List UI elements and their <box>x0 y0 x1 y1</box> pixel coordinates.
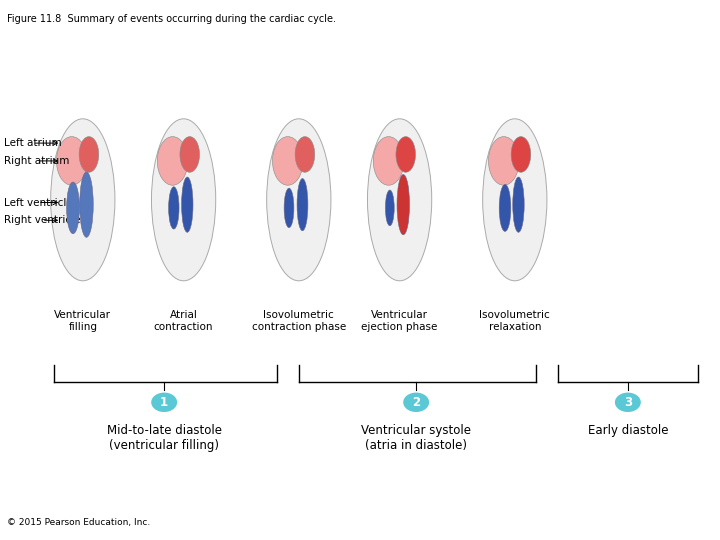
Ellipse shape <box>151 119 216 281</box>
Circle shape <box>151 393 177 412</box>
Text: Figure 11.8  Summary of events occurring during the cardiac cycle.: Figure 11.8 Summary of events occurring … <box>7 14 336 24</box>
Text: Right atrium: Right atrium <box>4 156 69 166</box>
Ellipse shape <box>181 177 193 232</box>
Ellipse shape <box>80 172 93 237</box>
Ellipse shape <box>373 137 404 185</box>
Ellipse shape <box>295 137 315 172</box>
Text: © 2015 Pearson Education, Inc.: © 2015 Pearson Education, Inc. <box>7 517 150 526</box>
Ellipse shape <box>168 187 179 229</box>
Text: Ventricular
filling: Ventricular filling <box>54 310 112 332</box>
Circle shape <box>615 393 641 412</box>
Text: Early diastole: Early diastole <box>588 424 668 437</box>
Ellipse shape <box>511 137 531 172</box>
Ellipse shape <box>397 174 410 235</box>
Ellipse shape <box>396 137 415 172</box>
Circle shape <box>403 393 429 412</box>
Ellipse shape <box>180 137 199 172</box>
Text: Mid-to-late diastole
(ventricular filling): Mid-to-late diastole (ventricular fillin… <box>107 424 222 452</box>
Ellipse shape <box>284 188 294 228</box>
Ellipse shape <box>297 179 308 231</box>
Ellipse shape <box>385 190 395 226</box>
Text: 3: 3 <box>624 396 632 409</box>
Ellipse shape <box>499 184 510 231</box>
Ellipse shape <box>67 182 79 234</box>
Text: 1: 1 <box>160 396 168 409</box>
Text: Isovolumetric
relaxation: Isovolumetric relaxation <box>480 310 550 332</box>
Ellipse shape <box>79 137 99 172</box>
Ellipse shape <box>367 119 432 281</box>
Ellipse shape <box>272 137 303 185</box>
Text: Left ventricle: Left ventricle <box>4 198 72 207</box>
Ellipse shape <box>488 137 519 185</box>
Text: Right ventricle: Right ventricle <box>4 215 80 225</box>
Text: Ventricular systole
(atria in diastole): Ventricular systole (atria in diastole) <box>361 424 471 452</box>
Ellipse shape <box>157 137 188 185</box>
Ellipse shape <box>50 119 115 281</box>
Ellipse shape <box>513 177 524 232</box>
Text: Left atrium: Left atrium <box>4 138 61 148</box>
Text: 2: 2 <box>412 396 420 409</box>
Ellipse shape <box>56 137 87 185</box>
Text: Isovolumetric
contraction phase: Isovolumetric contraction phase <box>252 310 346 332</box>
Text: Ventricular
ejection phase: Ventricular ejection phase <box>361 310 438 332</box>
Ellipse shape <box>482 119 547 281</box>
Text: Atrial
contraction: Atrial contraction <box>154 310 213 332</box>
Ellipse shape <box>266 119 331 281</box>
